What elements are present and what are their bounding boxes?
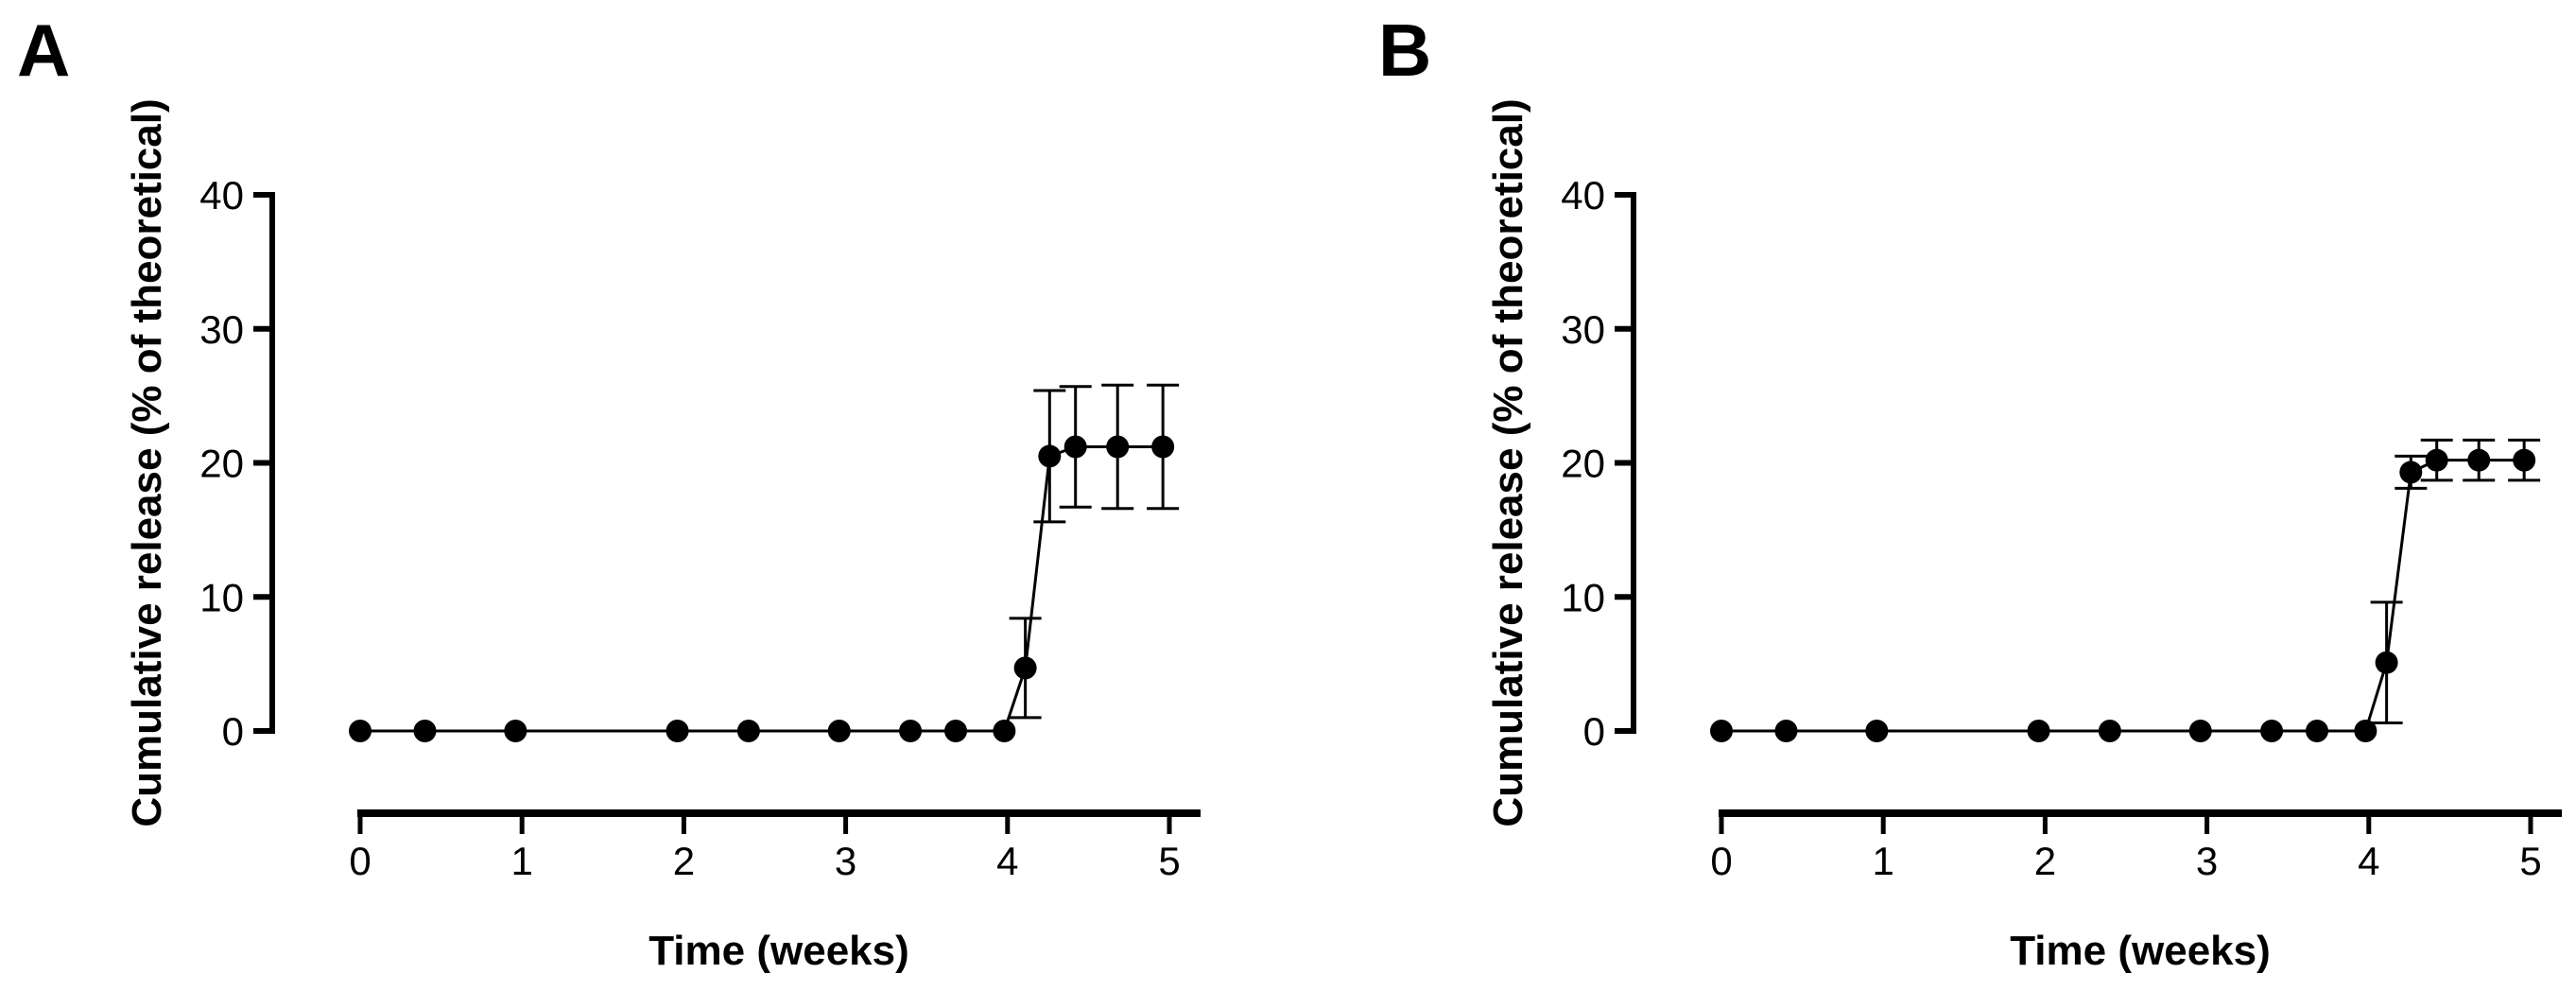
data-point	[1038, 444, 1062, 468]
y-tick-label: 20	[1561, 442, 1605, 486]
x-tick-label: 5	[1158, 839, 1180, 883]
data-point	[2098, 720, 2121, 742]
series-line	[1721, 459, 2525, 733]
x-tick-label: 4	[996, 839, 1018, 883]
y-axis-title: Cumulative release (% of theoretical)	[1485, 98, 1531, 826]
data-point	[2425, 448, 2448, 472]
chart-panel-a: A 0 10 20 30 40 0 1 2 3 4 5 Time (weeks) Cumulative r…	[0, 0, 1215, 991]
data-point	[1774, 720, 1798, 742]
x-tick-label: 2	[2034, 839, 2056, 883]
y-tick-label: 10	[199, 575, 244, 619]
data-point	[736, 720, 760, 742]
data-point	[2354, 720, 2377, 742]
data-point	[993, 720, 1016, 742]
data-point	[2306, 720, 2329, 742]
data-point	[504, 720, 527, 742]
x-tick-label: 3	[2196, 839, 2218, 883]
x-axis-title: Time (weeks)	[648, 928, 909, 974]
x-tick-label: 2	[673, 839, 695, 883]
y-tick-label: 0	[222, 709, 244, 754]
x-tick-label: 0	[1710, 839, 1732, 883]
data-point	[1151, 435, 1175, 459]
data-point	[2027, 720, 2050, 742]
chart-b: B 0 10 20 30 40 0 1 2 3 4 5 Time (weeks) Cumulative r…	[1378, 9, 2562, 974]
data-point	[2513, 448, 2536, 472]
data-point	[1106, 435, 1130, 459]
series-line	[360, 444, 1164, 733]
chart-panel-b: B 0 10 20 30 40 0 1 2 3 4 5 Time (weeks) Cumulative r…	[1361, 0, 2576, 991]
data-point	[1063, 435, 1087, 459]
chart-a: A 0 10 20 30 40 0 1 2 3 4 5 Time (weeks) Cumulative r…	[17, 9, 1201, 974]
y-tick-label: 40	[199, 173, 244, 217]
data-point	[899, 720, 923, 742]
x-tick-label: 1	[511, 839, 533, 883]
y-axis-title: Cumulative release (% of theoretical)	[124, 98, 170, 826]
data-point	[1865, 720, 1889, 742]
y-tick-label: 40	[1561, 173, 1605, 217]
x-tick-label: 4	[2358, 839, 2379, 883]
data-point	[349, 720, 372, 742]
panel-letter: A	[17, 9, 70, 92]
y-tick-label: 30	[1561, 307, 1605, 352]
data-point	[413, 720, 437, 742]
data-point	[944, 720, 968, 742]
data-point	[666, 720, 689, 742]
data-point	[2375, 651, 2398, 674]
data-point	[1013, 656, 1037, 680]
y-tick-label: 20	[199, 442, 244, 486]
x-tick-label: 0	[349, 839, 371, 883]
y-tick-label: 30	[199, 307, 244, 352]
y-tick-label: 10	[1561, 575, 1605, 619]
data-point	[827, 720, 851, 742]
x-tick-label: 3	[835, 839, 856, 883]
data-point	[2188, 720, 2212, 742]
data-point	[2260, 720, 2284, 742]
data-point	[2399, 461, 2423, 484]
x-axis-title: Time (weeks)	[2010, 928, 2271, 974]
data-point	[2467, 448, 2491, 472]
data-point	[1710, 720, 1733, 742]
x-tick-label: 5	[2519, 839, 2541, 883]
y-tick-label: 0	[1583, 709, 1605, 754]
panel-letter: B	[1378, 9, 1431, 92]
x-tick-label: 1	[1873, 839, 1894, 883]
